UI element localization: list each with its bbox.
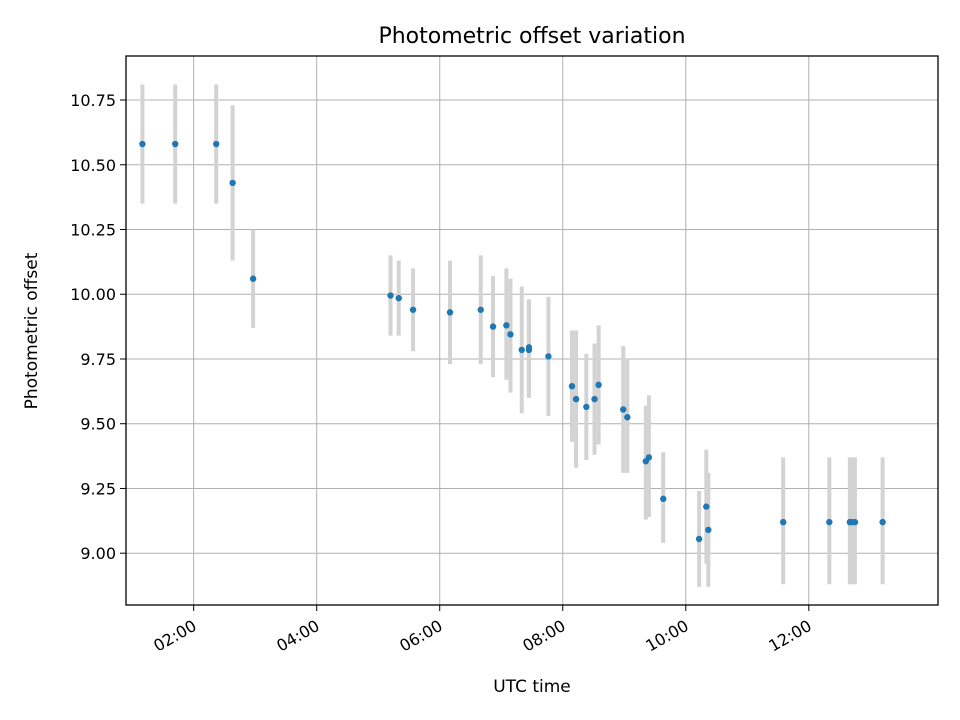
data-point bbox=[695, 535, 703, 543]
y-tick-label: 9.75 bbox=[80, 350, 116, 369]
x-axis: 02:00 04:00 06:00 08:00 10:00 12:00 bbox=[150, 605, 815, 656]
x-tick-label: 06:00 bbox=[396, 616, 445, 656]
data-point bbox=[705, 526, 712, 534]
data-point bbox=[387, 292, 394, 299]
data-point bbox=[503, 322, 510, 329]
data-point bbox=[620, 406, 627, 413]
data-point bbox=[213, 140, 220, 148]
data-point bbox=[645, 454, 653, 461]
data-point bbox=[477, 306, 484, 313]
data-point bbox=[851, 518, 859, 526]
data-point bbox=[595, 381, 602, 389]
data-point bbox=[518, 346, 525, 354]
data-point bbox=[229, 179, 236, 187]
data-point bbox=[489, 323, 497, 330]
data-point bbox=[395, 294, 402, 302]
x-axis-label: UTC time bbox=[493, 677, 571, 697]
data-point bbox=[572, 395, 580, 403]
data-point bbox=[583, 403, 590, 411]
grid bbox=[126, 56, 938, 605]
data-point bbox=[446, 309, 454, 316]
data-point bbox=[879, 518, 886, 526]
data-point bbox=[703, 503, 710, 510]
data-point bbox=[660, 495, 667, 503]
data-point bbox=[779, 518, 787, 526]
data-point bbox=[409, 306, 417, 313]
x-tick-label: 08:00 bbox=[519, 616, 568, 656]
y-tick-label: 9.50 bbox=[80, 415, 116, 434]
x-tick-label: 02:00 bbox=[150, 616, 199, 656]
y-tick-label: 10.25 bbox=[70, 221, 116, 240]
data-point bbox=[525, 346, 533, 354]
data-point bbox=[826, 518, 833, 526]
chart-title: Photometric offset variation bbox=[378, 24, 685, 49]
y-tick-label: 10.75 bbox=[70, 91, 116, 110]
y-tick-label: 10.00 bbox=[70, 285, 116, 304]
x-tick-label: 12:00 bbox=[765, 616, 814, 656]
plot-frame bbox=[125, 55, 939, 606]
data-point bbox=[591, 395, 598, 403]
data-points bbox=[139, 140, 886, 543]
data-point bbox=[568, 382, 576, 390]
data-point bbox=[172, 140, 179, 148]
data-point bbox=[139, 140, 146, 148]
y-axis: 9.00 9.25 9.50 9.75 10.00 10.25 10.50 10.75 bbox=[70, 91, 126, 563]
data-point bbox=[545, 353, 552, 360]
data-point bbox=[249, 275, 257, 282]
data-point bbox=[507, 331, 514, 338]
y-tick-label: 9.00 bbox=[80, 544, 116, 563]
y-tick-label: 10.50 bbox=[70, 156, 116, 175]
data-point bbox=[624, 414, 631, 421]
x-tick-label: 04:00 bbox=[273, 616, 322, 656]
x-tick-label: 10:00 bbox=[642, 616, 691, 656]
y-axis-label: Photometric offset bbox=[22, 252, 42, 409]
y-tick-label: 9.25 bbox=[80, 479, 116, 498]
